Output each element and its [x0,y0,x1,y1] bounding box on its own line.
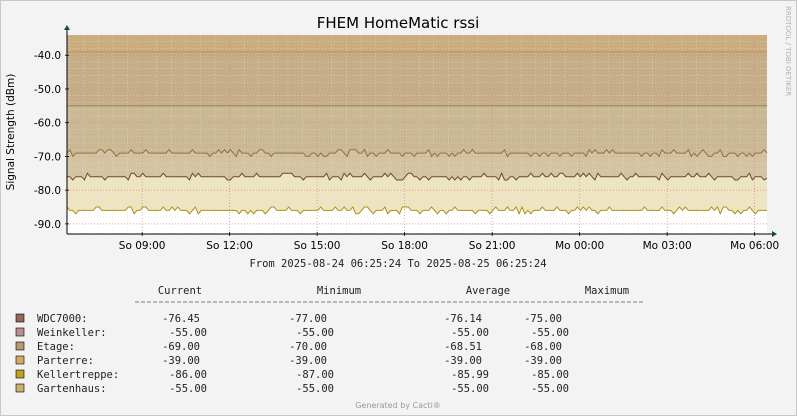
legend-value: -86.00 [169,369,207,381]
legend-value: -85.00 [531,369,569,381]
legend-header-average: Average [466,285,510,297]
legend-value: -68.51 [444,341,482,353]
x-tick-label: So 18:00 [381,240,428,252]
legend-value: -76.14 [444,313,482,325]
legend-value: -55.00 [169,327,207,339]
chart-title: FHEM HomeMatic rssi [317,14,480,32]
legend-header-maximum: Maximum [585,285,629,297]
series-areas [67,35,767,214]
legend-series-name: Parterre: [37,355,94,367]
legend-value: -55.00 [451,383,489,395]
legend-value: -68.00 [524,341,562,353]
area-etage [67,35,767,157]
y-tick-labels: -40.0 -50.0 -60.0 -70.0 -80.0 -90.0 [34,50,69,231]
y-tick-label: -40.0 [34,50,61,62]
x-tick-label: Mo 06:00 [730,240,779,252]
legend-swatch [15,369,25,379]
x-axis-arrow [772,231,777,237]
legend-value: -77.00 [289,313,327,325]
legend-value: -55.00 [531,327,569,339]
legend-value: -55.00 [296,383,334,395]
plot-background [67,35,767,234]
line-kellertreppe [66,205,767,216]
legend-value: -76.45 [162,313,200,325]
legend-value: -39.00 [289,355,327,367]
x-tick-label: Mo 00:00 [555,240,604,252]
legend-value: -39.00 [444,355,482,367]
grid-lines [67,35,767,234]
legend-swatch [15,341,25,351]
legend-value: -39.00 [162,355,200,367]
generated-by-footer: Generated by Cacti® [355,401,441,410]
series-lines [66,51,768,216]
x-tick-label: So 09:00 [119,240,166,252]
x-tick-label: Mo 03:00 [643,240,692,252]
line-etage [66,148,768,158]
y-tick-label: -60.0 [34,118,61,130]
area-kellertreppe [67,35,767,214]
area-gartenhaus [67,35,767,106]
area-weinkeller [67,35,767,106]
rrdtool-watermark: RRDTOOL / TOBI OETIKER [784,6,792,96]
legend-value: -55.00 [451,327,489,339]
legend-value: -85.99 [451,369,489,381]
legend-value: -70.00 [289,341,327,353]
legend-value: -55.00 [296,327,334,339]
y-axis-label: Signal Strength (dBm) [5,74,17,191]
x-tick-labels: So 09:00 So 12:00 So 15:00 So 18:00 So 21:00… [119,232,779,252]
legend-series-name: Kellertreppe: [37,369,119,381]
legend-swatch [15,313,25,323]
legend-series-name: WDC7000: [37,313,88,325]
legend-series-name: Gartenhaus: [37,383,107,395]
plot-area [67,35,767,234]
area-wdc7000 [67,35,767,180]
y-tick-label: -80.0 [34,185,61,197]
legend-swatch [15,383,25,393]
y-tick-label: -90.0 [34,219,61,231]
legend-value: -69.00 [162,341,200,353]
legend-table: Current Minimum Average Maximum WDC7000: -76.… [15,285,645,395]
x-tick-label: So 12:00 [206,240,253,252]
area-parterre [67,35,767,52]
legend-swatch [15,327,25,337]
legend-value: -39.00 [524,355,562,367]
y-tick-label: -70.0 [34,151,61,163]
axes [64,25,777,237]
legend-swatch [15,355,25,365]
y-tick-label: -50.0 [34,84,61,96]
legend-value: -75.00 [524,313,562,325]
legend-value: -55.00 [531,383,569,395]
date-range-text: From 2025-08-24 06:25:24 To 2025-08-25 0… [249,258,546,270]
legend-series-name: Weinkeller: [37,327,107,339]
legend-header-current: Current [158,285,202,297]
legend-series-name: Etage: [37,341,75,353]
x-tick-label: So 21:00 [469,240,516,252]
line-wdc7000 [67,172,768,181]
legend-value: -55.00 [169,383,207,395]
y-axis-arrow [64,25,70,30]
x-tick-label: So 15:00 [294,240,341,252]
legend-header-minimum: Minimum [317,285,361,297]
legend-value: -87.00 [296,369,334,381]
